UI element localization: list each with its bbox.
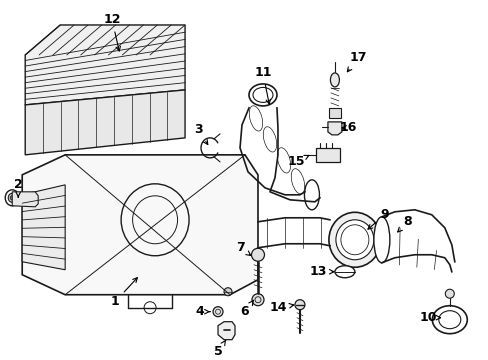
Ellipse shape (373, 217, 389, 263)
Ellipse shape (330, 73, 339, 87)
Text: 6: 6 (240, 300, 253, 318)
Text: 16: 16 (339, 121, 356, 134)
Ellipse shape (251, 248, 264, 261)
Ellipse shape (213, 307, 223, 317)
Polygon shape (25, 25, 184, 105)
Polygon shape (328, 108, 340, 118)
Text: 7: 7 (235, 241, 250, 255)
Ellipse shape (224, 288, 231, 296)
Polygon shape (22, 185, 65, 270)
Text: 12: 12 (103, 13, 121, 51)
Text: 3: 3 (193, 123, 207, 144)
Polygon shape (327, 122, 341, 135)
Text: 1: 1 (110, 278, 137, 308)
Ellipse shape (294, 300, 305, 310)
Ellipse shape (335, 220, 373, 260)
Ellipse shape (8, 193, 16, 202)
Ellipse shape (445, 289, 453, 298)
Polygon shape (25, 90, 184, 155)
Ellipse shape (10, 196, 14, 200)
Text: 13: 13 (308, 265, 333, 278)
Text: 9: 9 (367, 208, 388, 229)
Ellipse shape (248, 84, 276, 106)
Polygon shape (315, 148, 339, 162)
Text: 14: 14 (269, 301, 293, 314)
Text: 17: 17 (346, 51, 366, 72)
Ellipse shape (334, 266, 354, 278)
Text: 2: 2 (14, 178, 22, 197)
Polygon shape (22, 155, 258, 295)
Ellipse shape (121, 184, 189, 256)
Polygon shape (218, 322, 235, 340)
Text: 4: 4 (195, 305, 209, 318)
Ellipse shape (5, 190, 19, 206)
Polygon shape (12, 192, 38, 207)
Text: 8: 8 (397, 215, 411, 232)
Ellipse shape (328, 212, 380, 267)
Text: 15: 15 (286, 156, 308, 168)
Text: 11: 11 (254, 67, 271, 104)
Ellipse shape (304, 180, 319, 210)
Text: 10: 10 (418, 311, 440, 324)
Text: 5: 5 (213, 340, 225, 358)
Ellipse shape (251, 294, 264, 306)
Ellipse shape (431, 306, 467, 334)
